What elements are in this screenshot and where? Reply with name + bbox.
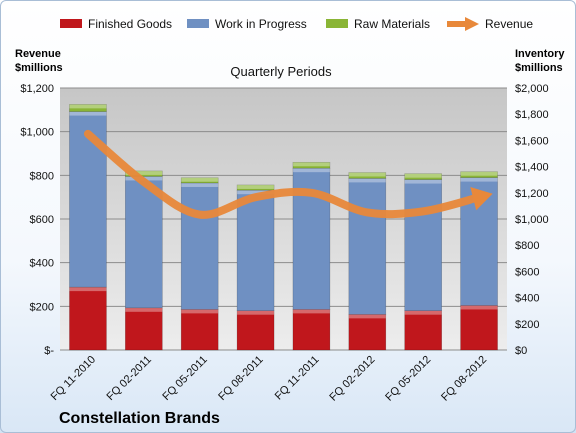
bar-highlight <box>237 184 275 189</box>
bar-raw-materials <box>348 172 387 179</box>
x-tick-label: FQ 05-2012 <box>383 354 433 404</box>
bar-highlight <box>460 177 498 182</box>
bar-highlight <box>69 111 107 116</box>
bar-highlight <box>181 182 219 187</box>
bar-work-in-progress <box>236 189 275 311</box>
right-tick-label: $600 <box>515 266 539 278</box>
bar-finished-goods <box>236 310 275 351</box>
right-tick-label: $200 <box>515 319 539 331</box>
left-tick-label: $200 <box>30 301 54 313</box>
bar-highlight <box>404 173 442 178</box>
bar-highlight <box>69 104 107 109</box>
bar-highlight <box>237 190 275 195</box>
bar-raw-materials <box>404 173 442 180</box>
legend-swatch-raw-materials <box>326 19 348 28</box>
bar-highlight <box>292 168 330 173</box>
left-tick-label: $- <box>44 345 54 357</box>
legend: Finished Goods Work in Progress Raw Mate… <box>60 17 533 31</box>
chart-subtitle: Quarterly Periods <box>230 64 332 79</box>
x-tick-label: FQ 08-2011 <box>216 354 265 403</box>
bar-highlight <box>292 309 330 314</box>
x-tick-label: FQ 02-2011 <box>105 354 154 403</box>
right-axis-title-line2: $millions <box>515 62 563 74</box>
bar-raw-materials <box>236 184 275 191</box>
revenue-line <box>83 129 484 219</box>
x-tick-label: FQ 02-2012 <box>327 354 377 404</box>
right-tick-label: $0 <box>515 345 527 357</box>
bar-highlight <box>460 305 498 310</box>
legend-label-revenue: Revenue <box>485 17 533 31</box>
right-tick-label: $2,000 <box>515 83 549 95</box>
bar-highlight <box>181 177 219 182</box>
bar-highlight <box>460 171 498 176</box>
right-tick-label: $1,000 <box>515 214 549 226</box>
bar-highlight <box>125 170 163 175</box>
left-tick-label: $1,200 <box>20 83 54 95</box>
legend-swatch-finished-goods <box>60 19 82 28</box>
bar-highlight <box>404 310 442 315</box>
bar-raw-materials <box>125 170 163 177</box>
bar-highlight <box>237 310 275 315</box>
legend-label-raw-materials: Raw Materials <box>354 17 430 31</box>
x-tick-label: FQ 11-2010 <box>49 354 98 403</box>
legend-label-work-in-progress: Work in Progress <box>215 17 307 31</box>
x-tick-label: FQ 05-2011 <box>160 354 209 403</box>
bar-finished-goods <box>180 309 219 351</box>
bar-highlight <box>69 287 107 292</box>
bar-highlight <box>348 172 386 177</box>
bar-finished-goods <box>125 307 163 351</box>
company-name: Constellation Brands <box>59 410 220 427</box>
x-tick-label: FQ 11-2011 <box>273 354 322 403</box>
left-axis-ticks: $- $200 $400 $600 $800 $1,000 $1,200 <box>20 83 54 357</box>
bar-highlight <box>348 314 386 319</box>
bar-finished-goods <box>292 309 331 351</box>
left-axis-title-line1: Revenue <box>15 48 61 60</box>
right-tick-label: $1,800 <box>515 109 549 121</box>
bar-highlight <box>348 178 386 183</box>
bar-raw-materials <box>292 161 331 169</box>
bar-work-in-progress <box>348 178 387 315</box>
revenue-arrowhead <box>470 187 493 211</box>
revenue-line-group <box>83 129 493 219</box>
right-tick-label: $400 <box>515 293 539 305</box>
left-tick-label: $600 <box>30 214 54 226</box>
x-tick-label: FQ 08-2012 <box>439 354 489 404</box>
bar-highlight <box>125 307 163 312</box>
bar-work-in-progress <box>404 179 442 311</box>
legend-arrowhead-revenue <box>465 17 479 31</box>
bar-finished-goods <box>348 314 387 351</box>
left-axis-title-line2: $millions <box>15 62 63 74</box>
bar-highlight <box>292 162 330 167</box>
bar-finished-goods <box>69 286 107 351</box>
bar-highlight <box>404 179 442 184</box>
bar-finished-goods <box>460 305 498 351</box>
right-tick-label: $1,600 <box>515 135 549 147</box>
bar-raw-materials <box>460 171 498 178</box>
bar-raw-materials <box>180 177 219 184</box>
right-axis-title-line1: Inventory <box>515 48 565 60</box>
x-axis-ticks: FQ 11-2010 FQ 02-2011 FQ 05-2011 FQ 08-2011… <box>49 354 490 404</box>
left-tick-label: $400 <box>30 258 54 270</box>
bar-finished-goods <box>404 310 442 351</box>
right-tick-label: $1,400 <box>515 162 549 174</box>
right-tick-label: $800 <box>515 240 539 252</box>
bar-work-in-progress <box>180 182 219 310</box>
legend-label-finished-goods: Finished Goods <box>88 17 172 31</box>
legend-swatch-work-in-progress <box>187 19 209 28</box>
bar-work-in-progress <box>125 176 163 309</box>
right-tick-label: $1,200 <box>515 188 549 200</box>
left-tick-label: $800 <box>30 170 54 182</box>
right-axis-ticks: $0 $200 $400 $600 $800 $1,000 $1,200 $1,400 $1,6… <box>515 83 549 357</box>
left-tick-label: $1,000 <box>20 127 54 139</box>
bar-highlight <box>181 309 219 314</box>
bar-raw-materials <box>69 104 107 112</box>
